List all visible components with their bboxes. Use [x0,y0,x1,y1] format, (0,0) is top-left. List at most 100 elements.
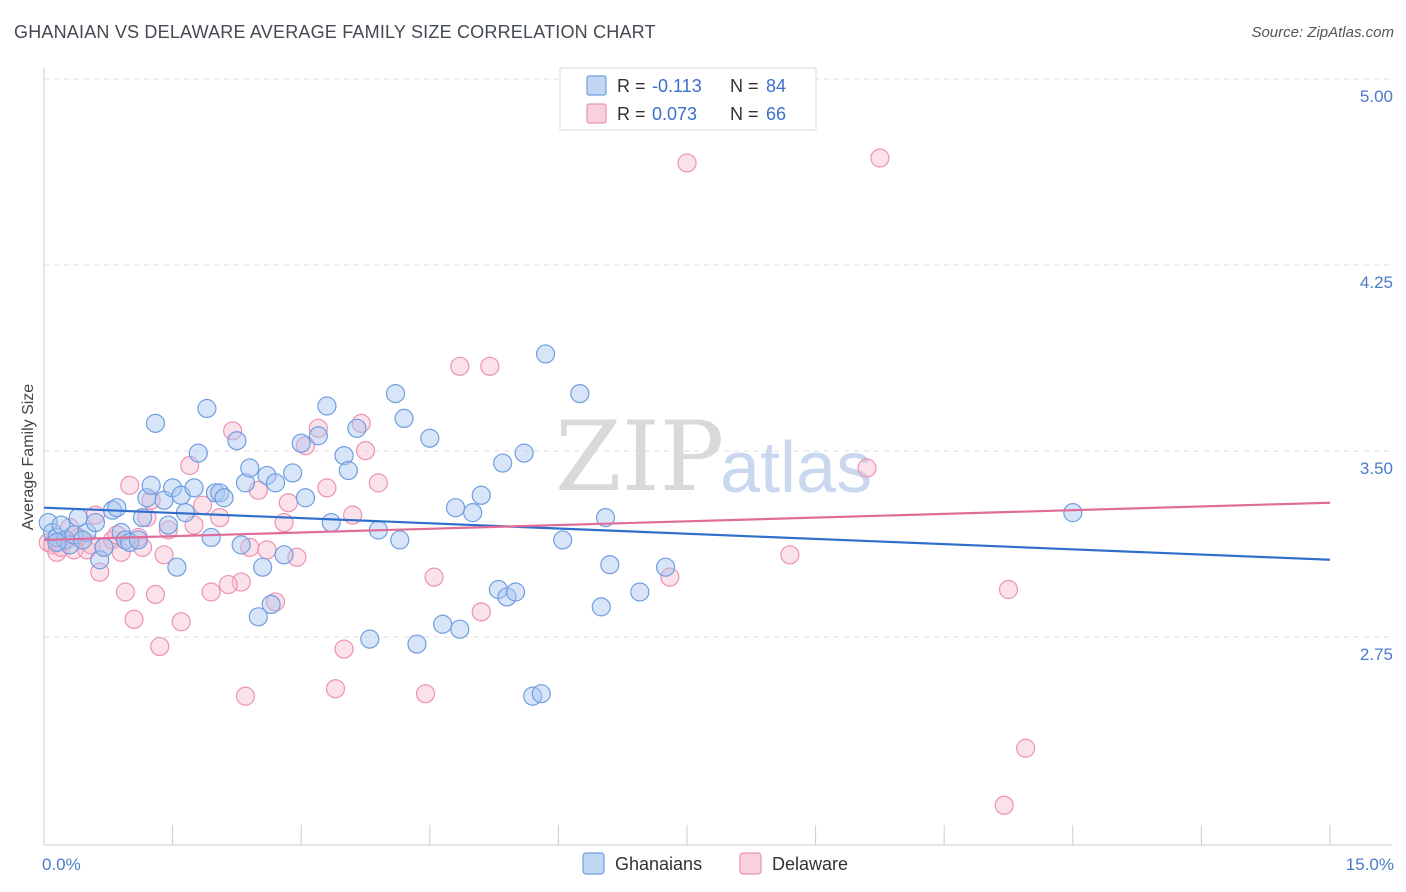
ghanaians-point-46 [295,488,316,508]
ghanaians-point-51 [338,460,358,481]
legend: R = -0.113 N = 84 R = 0.073 N = 66 [559,67,817,131]
ghanaians-point-50 [334,446,354,466]
ghanaians-point-77 [600,555,620,575]
delaware-point-61 [1016,738,1036,758]
ghanaians-point-45 [283,463,303,483]
ghanaians-point-30 [197,398,217,419]
x-tick-marks [172,825,1331,845]
ghanaians-point-80 [1063,503,1083,523]
delaware-point-16 [120,475,140,495]
ghanaians-point-75 [591,597,611,617]
bottom-legend-label-delaware: Delaware [772,854,848,874]
delaware-point-57 [780,545,800,565]
ghanaians-point-48 [317,396,337,416]
delaware-point-23 [154,545,174,565]
x-tick-labels: 0.0% 15.0% [42,855,1394,874]
delaware-point-53 [471,602,491,622]
watermark-zip: ZIP [555,401,724,513]
ghanaians-point-42 [261,594,281,615]
ghanaians-point-49 [321,512,341,533]
y-tick-label-2: 4.25 [1360,273,1393,292]
delaware-point-44 [325,679,346,699]
ghanaians-point-13 [107,498,127,518]
delaware-point-36 [257,540,277,560]
ghanaians-point-21 [145,413,166,433]
delaware-point-17 [124,609,144,629]
delaware-point-51 [424,567,444,587]
legend-swatch-ghanaians [586,75,607,96]
ghanaians-point-64 [471,485,491,505]
trend-lines [43,501,1331,561]
delaware-point-33 [235,686,256,706]
delaware-point-39 [278,493,298,513]
ghanaians-trend-line [43,506,1331,561]
ghanaians-point-17 [128,530,148,550]
delaware-point-25 [171,612,191,632]
delaware-point-43 [317,478,337,498]
ghanaians-point-66 [493,453,513,473]
ghanaians-point-23 [158,515,178,535]
legend-r-value-delaware: 0.073 [652,104,697,124]
ghanaians-point-72 [535,344,556,364]
ghanaians-point-28 [184,478,204,498]
ghanaians-point-69 [514,443,534,463]
delaware-point-50 [415,684,436,704]
ghanaians-point-34 [214,488,234,508]
legend-n-label-ghanaians: N = [730,76,759,96]
delaware-point-59 [870,148,890,168]
legend-n-label-delaware: N = [730,104,759,124]
chart-title: GHANAIAN VS DELAWARE AVERAGE FAMILY SIZE… [14,22,656,42]
bottom-legend: Ghanaians Delaware [582,852,848,875]
ghanaians-point-43 [265,473,286,493]
delaware-point-31 [223,421,243,441]
bottom-legend-swatch-ghanaians [582,852,605,875]
y-tick-label-1: 3.50 [1360,459,1393,478]
delaware-point-29 [201,582,221,602]
delaware-point-30 [210,507,230,528]
delaware-point-15 [115,582,136,602]
delaware-point-42 [308,418,328,438]
ghanaians-point-58 [407,634,427,654]
legend-n-value-delaware: 66 [766,104,786,124]
delaware-point-64 [145,584,166,605]
ghanaians-point-52 [347,418,367,438]
legend-swatch-delaware [586,103,607,124]
y-axis-title: Average Family Size [20,384,37,531]
y-tick-labels: 2.75 3.50 4.25 5.00 [1360,87,1393,664]
delaware-point-49 [368,473,388,493]
ghanaians-point-68 [505,582,526,602]
delaware-trend-line [43,501,1331,542]
ghanaians-point-35 [227,431,247,451]
ghanaians-point-73 [553,530,573,550]
delaware-point-52 [450,356,470,376]
ghanaians-point-62 [450,619,470,639]
y-tick-label-3: 5.00 [1360,87,1393,106]
legend-r-label-delaware: R = [617,104,646,124]
bottom-legend-label-ghanaians: Ghanaians [615,854,702,874]
ghanaians-point-57 [394,408,414,428]
legend-r-value-ghanaians: -0.113 [652,76,702,96]
ghanaians-point-63 [463,503,483,523]
ghanaians-point-37 [235,473,256,493]
ghanaians-points [38,344,1083,706]
ghanaians-point-71 [531,684,551,704]
x-tick-label-0: 0.0% [42,855,81,874]
ghanaians-point-31 [201,527,221,548]
ghanaians-point-25 [167,557,187,577]
delaware-point-48 [355,441,376,461]
ghanaians-point-29 [188,443,208,463]
legend-r-label-ghanaians: R = [617,76,646,96]
ghanaians-point-81 [47,532,67,553]
watermark: ZIP atlas [555,401,872,513]
ghanaians-point-47 [308,426,328,446]
ghanaians-point-39 [248,607,268,627]
ghanaians-point-38 [240,458,260,478]
ghanaians-point-36 [231,535,251,555]
delaware-point-22 [150,636,170,657]
ghanaians-point-9 [85,512,106,533]
ghanaians-point-60 [433,614,453,634]
delaware-point-55 [660,567,680,587]
delaware-point-63 [218,574,238,595]
ghanaians-point-10 [90,550,110,570]
